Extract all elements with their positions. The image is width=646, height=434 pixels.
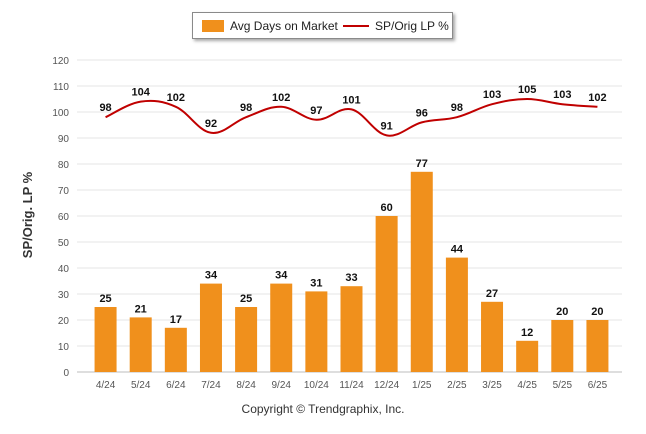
bar bbox=[94, 307, 117, 372]
x-tick-label: 8/24 bbox=[236, 380, 256, 391]
x-tick-label: 3/25 bbox=[482, 380, 502, 391]
x-tick-label: 4/24 bbox=[96, 380, 116, 391]
line-data-label: 103 bbox=[483, 89, 501, 101]
bar-data-label: 21 bbox=[135, 303, 147, 315]
x-tick-label: 6/24 bbox=[166, 380, 186, 391]
legend-item-line: SP/Orig LP % bbox=[343, 19, 449, 33]
bar bbox=[516, 340, 539, 372]
x-tick-label: 6/25 bbox=[588, 380, 608, 391]
x-tick-labels: 4/24 5/24 6/24 7/24 8/24 9/24 10/24 11/24 12/24 1… bbox=[96, 380, 608, 391]
x-tick-label: 9/24 bbox=[271, 380, 291, 391]
y-axis-label: SP/Orig. LP % bbox=[20, 171, 35, 259]
bar-data-label: 17 bbox=[170, 314, 182, 326]
bar-data-label: 33 bbox=[345, 272, 357, 284]
line-data-label: 91 bbox=[381, 120, 393, 132]
bar-data-label: 20 bbox=[591, 306, 603, 318]
y-tick-label: 10 bbox=[58, 342, 70, 353]
x-tick-label: 5/25 bbox=[553, 380, 573, 391]
bar bbox=[586, 320, 609, 372]
y-tick-label: 40 bbox=[58, 264, 70, 275]
y-tick-label: 0 bbox=[63, 368, 69, 379]
bar bbox=[551, 320, 574, 372]
x-tick-label: 5/24 bbox=[131, 380, 151, 391]
bar bbox=[164, 327, 187, 372]
bar-data-label: 44 bbox=[451, 244, 464, 256]
x-tick-label: 1/25 bbox=[412, 380, 432, 391]
bar-swatch-icon bbox=[202, 20, 224, 32]
bar bbox=[481, 301, 504, 372]
line-path bbox=[105, 97, 598, 137]
line-data-label: 97 bbox=[310, 105, 322, 117]
copyright: Copyright © Trendgraphix, Inc. bbox=[241, 402, 405, 416]
bar bbox=[270, 283, 293, 372]
bar-data-label: 25 bbox=[240, 293, 252, 305]
line-data-label: 98 bbox=[451, 102, 463, 114]
x-tick-label: 4/25 bbox=[517, 380, 537, 391]
y-tick-label: 50 bbox=[58, 238, 70, 249]
grid-lines bbox=[77, 59, 622, 373]
line-data-labels: 98 104 102 92 98 102 97 101 91 96 98 103 105 103 102 bbox=[99, 84, 606, 132]
bar-data-labels: 25 21 17 34 25 34 31 33 60 77 44 27 12 20 20 bbox=[99, 158, 603, 339]
legend-line-label: SP/Orig LP % bbox=[375, 19, 449, 33]
x-tick-label: 2/25 bbox=[447, 380, 467, 391]
line-data-label: 102 bbox=[167, 92, 185, 104]
y-tick-labels: 0 10 20 30 40 50 60 70 80 90 100 110 120 bbox=[52, 56, 69, 379]
bar bbox=[445, 257, 468, 372]
bar-data-label: 77 bbox=[416, 158, 428, 170]
bar-data-label: 25 bbox=[99, 293, 111, 305]
bar bbox=[340, 286, 363, 372]
y-tick-label: 20 bbox=[58, 316, 70, 327]
line-series bbox=[105, 97, 598, 137]
line-data-label: 103 bbox=[553, 89, 571, 101]
line-data-label: 98 bbox=[99, 102, 111, 114]
bar bbox=[410, 171, 433, 372]
bars bbox=[94, 171, 609, 372]
bar bbox=[305, 291, 328, 372]
line-data-label: 104 bbox=[132, 87, 151, 99]
line-data-label: 96 bbox=[416, 107, 428, 119]
bar bbox=[199, 283, 222, 372]
y-tick-label: 110 bbox=[53, 82, 69, 93]
y-tick-label: 60 bbox=[58, 212, 70, 223]
bar-data-label: 34 bbox=[275, 270, 288, 282]
line-data-label: 92 bbox=[205, 118, 217, 130]
y-tick-label: 120 bbox=[52, 56, 69, 67]
x-tick-label: 7/24 bbox=[201, 380, 221, 391]
bar-data-label: 60 bbox=[381, 202, 393, 214]
legend-item-bar: Avg Days on Market bbox=[202, 19, 338, 33]
bar-data-label: 34 bbox=[205, 270, 218, 282]
x-tick-label: 11/24 bbox=[339, 380, 364, 391]
y-tick-label: 90 bbox=[58, 134, 70, 145]
line-data-label: 101 bbox=[342, 94, 360, 106]
bar bbox=[129, 317, 152, 372]
x-tick-label: 10/24 bbox=[304, 380, 329, 391]
line-data-label: 102 bbox=[588, 92, 606, 104]
bar-data-label: 12 bbox=[521, 327, 533, 339]
x-tick-label: 12/24 bbox=[374, 380, 399, 391]
y-tick-label: 100 bbox=[52, 108, 69, 119]
legend: Avg Days on Market SP/Orig LP % bbox=[192, 12, 453, 39]
line-data-label: 102 bbox=[272, 92, 290, 104]
bar bbox=[375, 216, 398, 372]
bar-data-label: 27 bbox=[486, 288, 498, 300]
legend-bar-label: Avg Days on Market bbox=[230, 19, 338, 33]
bar-data-label: 31 bbox=[310, 277, 322, 289]
bar bbox=[235, 307, 258, 372]
y-tick-label: 70 bbox=[58, 186, 70, 197]
line-data-label: 98 bbox=[240, 102, 252, 114]
line-data-label: 105 bbox=[518, 84, 536, 96]
y-tick-label: 30 bbox=[58, 290, 70, 301]
line-swatch-icon bbox=[343, 25, 369, 27]
bar-data-label: 20 bbox=[556, 306, 568, 318]
y-tick-label: 80 bbox=[58, 160, 70, 171]
